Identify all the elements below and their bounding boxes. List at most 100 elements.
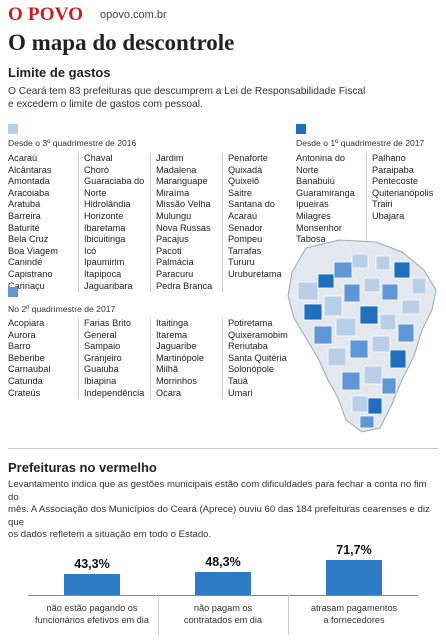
section-divider xyxy=(8,448,438,449)
municipality-name: Baturité xyxy=(8,222,40,233)
municipality-name: Bela Cruz xyxy=(8,234,49,245)
municipality-name: Nova Russas xyxy=(156,222,211,233)
municipality-name: Granjeiro xyxy=(84,352,122,363)
municipality-name: Saitre xyxy=(228,187,253,198)
municipality-name: Ipaumirim xyxy=(84,257,125,268)
municipality-shape xyxy=(371,335,391,353)
intro-line-1: O Ceará tem 83 prefeituras que descumpre… xyxy=(8,86,366,97)
municipality-name: Icó xyxy=(84,245,97,256)
municipality-shape xyxy=(389,349,407,369)
municipality-name: Choró xyxy=(84,164,110,175)
list-column-1: Antonina do Norte Banabuiú Guaramiranga Ipue… xyxy=(296,153,366,246)
municipality-name: Morrinhos xyxy=(156,375,197,386)
stat-2-label-line-2: contratados em dia xyxy=(183,615,263,625)
municipality-name: Solonópole xyxy=(228,364,274,375)
municipality-shape xyxy=(359,415,375,429)
municipality-name: Independência xyxy=(84,387,145,398)
municipality-name: Tarrafas xyxy=(228,245,262,256)
municipality-name: Martinópole xyxy=(156,352,205,363)
municipality-name: Acaraú xyxy=(8,153,38,163)
municipality-shape xyxy=(333,261,353,279)
municipality-name: Jardim xyxy=(156,153,184,163)
legend-label: No 2º quadrimestre de 2017 xyxy=(8,304,116,314)
stat-2-bar xyxy=(195,572,251,595)
municipality-name: Pentecoste xyxy=(372,176,418,187)
municipality-name: Guaramiranga xyxy=(296,187,355,198)
site-url[interactable]: opovo.com.br xyxy=(100,9,167,21)
municipality-name: Ibicuitinga xyxy=(84,234,126,245)
municipality-name: Senador xyxy=(228,222,263,233)
municipality-shape xyxy=(327,347,347,367)
intro-line-2: e excedem o limite de gastos com pessoal… xyxy=(8,99,203,110)
page-title: O mapa do descontrole xyxy=(8,30,235,55)
municipality-shape xyxy=(313,325,333,345)
list-column-2: Palhano Paraipaba Pentecoste Quiterianópoli… xyxy=(366,153,438,246)
municipality-name: Sampaio xyxy=(84,341,121,352)
legend-label-q1-2017: Desde o 1º quadrimestre de 2017 xyxy=(296,138,424,148)
municipality-name: Jaguaribara xyxy=(84,280,133,291)
municipality-name: Mulungu xyxy=(156,210,192,221)
section2-text: Levantamento indica que as gestões munic… xyxy=(8,479,438,542)
municipality-name: Ubajara xyxy=(372,210,405,221)
municipality-shape xyxy=(343,283,361,303)
section-title-limit: Limite de gastos xyxy=(8,65,111,80)
municipality-shape xyxy=(411,277,427,295)
municipality-name: Jaguaribe xyxy=(156,341,197,352)
list-column-4: Penaforte Quixadá Quixelô Saitre Santana do A… xyxy=(222,153,292,293)
legend-swatch-dark xyxy=(296,124,306,134)
municipality-shape xyxy=(381,283,399,301)
legend-swatch-mid xyxy=(8,287,18,297)
municipality-name: Guaiuba xyxy=(84,364,119,375)
stat-2-percent: 48,3% xyxy=(205,555,241,569)
municipality-name: Madalena xyxy=(156,164,197,175)
municipality-name: Uruburetama xyxy=(228,268,282,279)
municipality-name: Antonina do xyxy=(296,153,346,163)
stats-baseline xyxy=(28,595,418,596)
stat-1-label: não estão pagando os funcionários efetiv… xyxy=(28,602,156,626)
ceara-map xyxy=(287,239,437,433)
stat-1-percent: 43,3% xyxy=(74,557,110,571)
stat-2-label: não pagam os contratados em dia xyxy=(159,602,287,626)
municipality-shape xyxy=(317,273,335,289)
municipality-name: Beberibe xyxy=(8,352,45,363)
municipality-name: Quixeramobim xyxy=(228,329,288,340)
municipality-name: Aurora xyxy=(8,329,36,340)
stat-3: 71,7% atrasam pagamentos a fornecedores xyxy=(290,540,418,636)
municipality-name: Milhã xyxy=(156,364,178,375)
municipality-name: Itaitinga xyxy=(156,318,189,328)
municipality-name: Pacajus xyxy=(156,234,189,245)
municipality-name: Canindé xyxy=(8,257,43,268)
brand-logo[interactable]: O POVO xyxy=(8,4,84,25)
municipality-name: Paraipaba xyxy=(372,164,414,175)
municipality-name: Alcântaras xyxy=(8,164,52,175)
municipality-name: Aratuba xyxy=(8,199,41,210)
stat-3-label-line-1: atrasam pagamentos xyxy=(310,603,398,613)
legend-q2-2017 xyxy=(8,287,23,297)
municipality-shape xyxy=(363,277,381,293)
municipality-shape xyxy=(341,371,361,391)
municipality-name: Itarema xyxy=(156,329,188,340)
municipality-shape xyxy=(363,365,383,385)
stat-2: 48,3% não pagam os contratados em dia xyxy=(159,540,287,636)
municipality-name: Itapipoca xyxy=(84,268,122,279)
municipality-name: Banabuiú xyxy=(296,176,335,187)
municipality-name: Penaforte xyxy=(228,153,268,163)
stat-3-label: atrasam pagamentos a fornecedores xyxy=(290,602,418,626)
list-column-1: Acopiara Aurora Barro Beberibe Carnaubal Catu… xyxy=(8,318,78,399)
municipality-name: Trairi xyxy=(372,199,393,210)
stat-3-bar xyxy=(326,560,382,595)
municipality-name: Reriutaba xyxy=(228,341,268,352)
municipality-name: Quixadá xyxy=(228,164,263,175)
municipality-name: Barreira xyxy=(8,210,41,221)
list-column-1: Acaraú Alcântaras Amontada Aracoiaba Aratuba… xyxy=(8,153,78,292)
municipality-name: Crateús xyxy=(8,387,41,398)
legend-label: Desde o 3º quadrimestre de 2016 xyxy=(8,138,137,148)
list-column-2: Chaval Choró Guaraciaba do Norte Hidrolândia… xyxy=(78,153,150,293)
municipality-name: Catunda xyxy=(8,375,43,386)
municipality-name: Farias Brito xyxy=(84,318,131,328)
municipality-list-q2-2017: Acopiara Aurora Barro Beberibe Carnaubal Catu… xyxy=(8,318,294,400)
stat-1: 43,3% não estão pagando os funcionários … xyxy=(28,540,156,636)
municipality-name: Monsenhor xyxy=(296,222,342,233)
list-column-4: Potiretama Quixeramobim Reriutaba Santa Qui… xyxy=(222,318,294,400)
municipality-name: Norte xyxy=(296,164,319,175)
